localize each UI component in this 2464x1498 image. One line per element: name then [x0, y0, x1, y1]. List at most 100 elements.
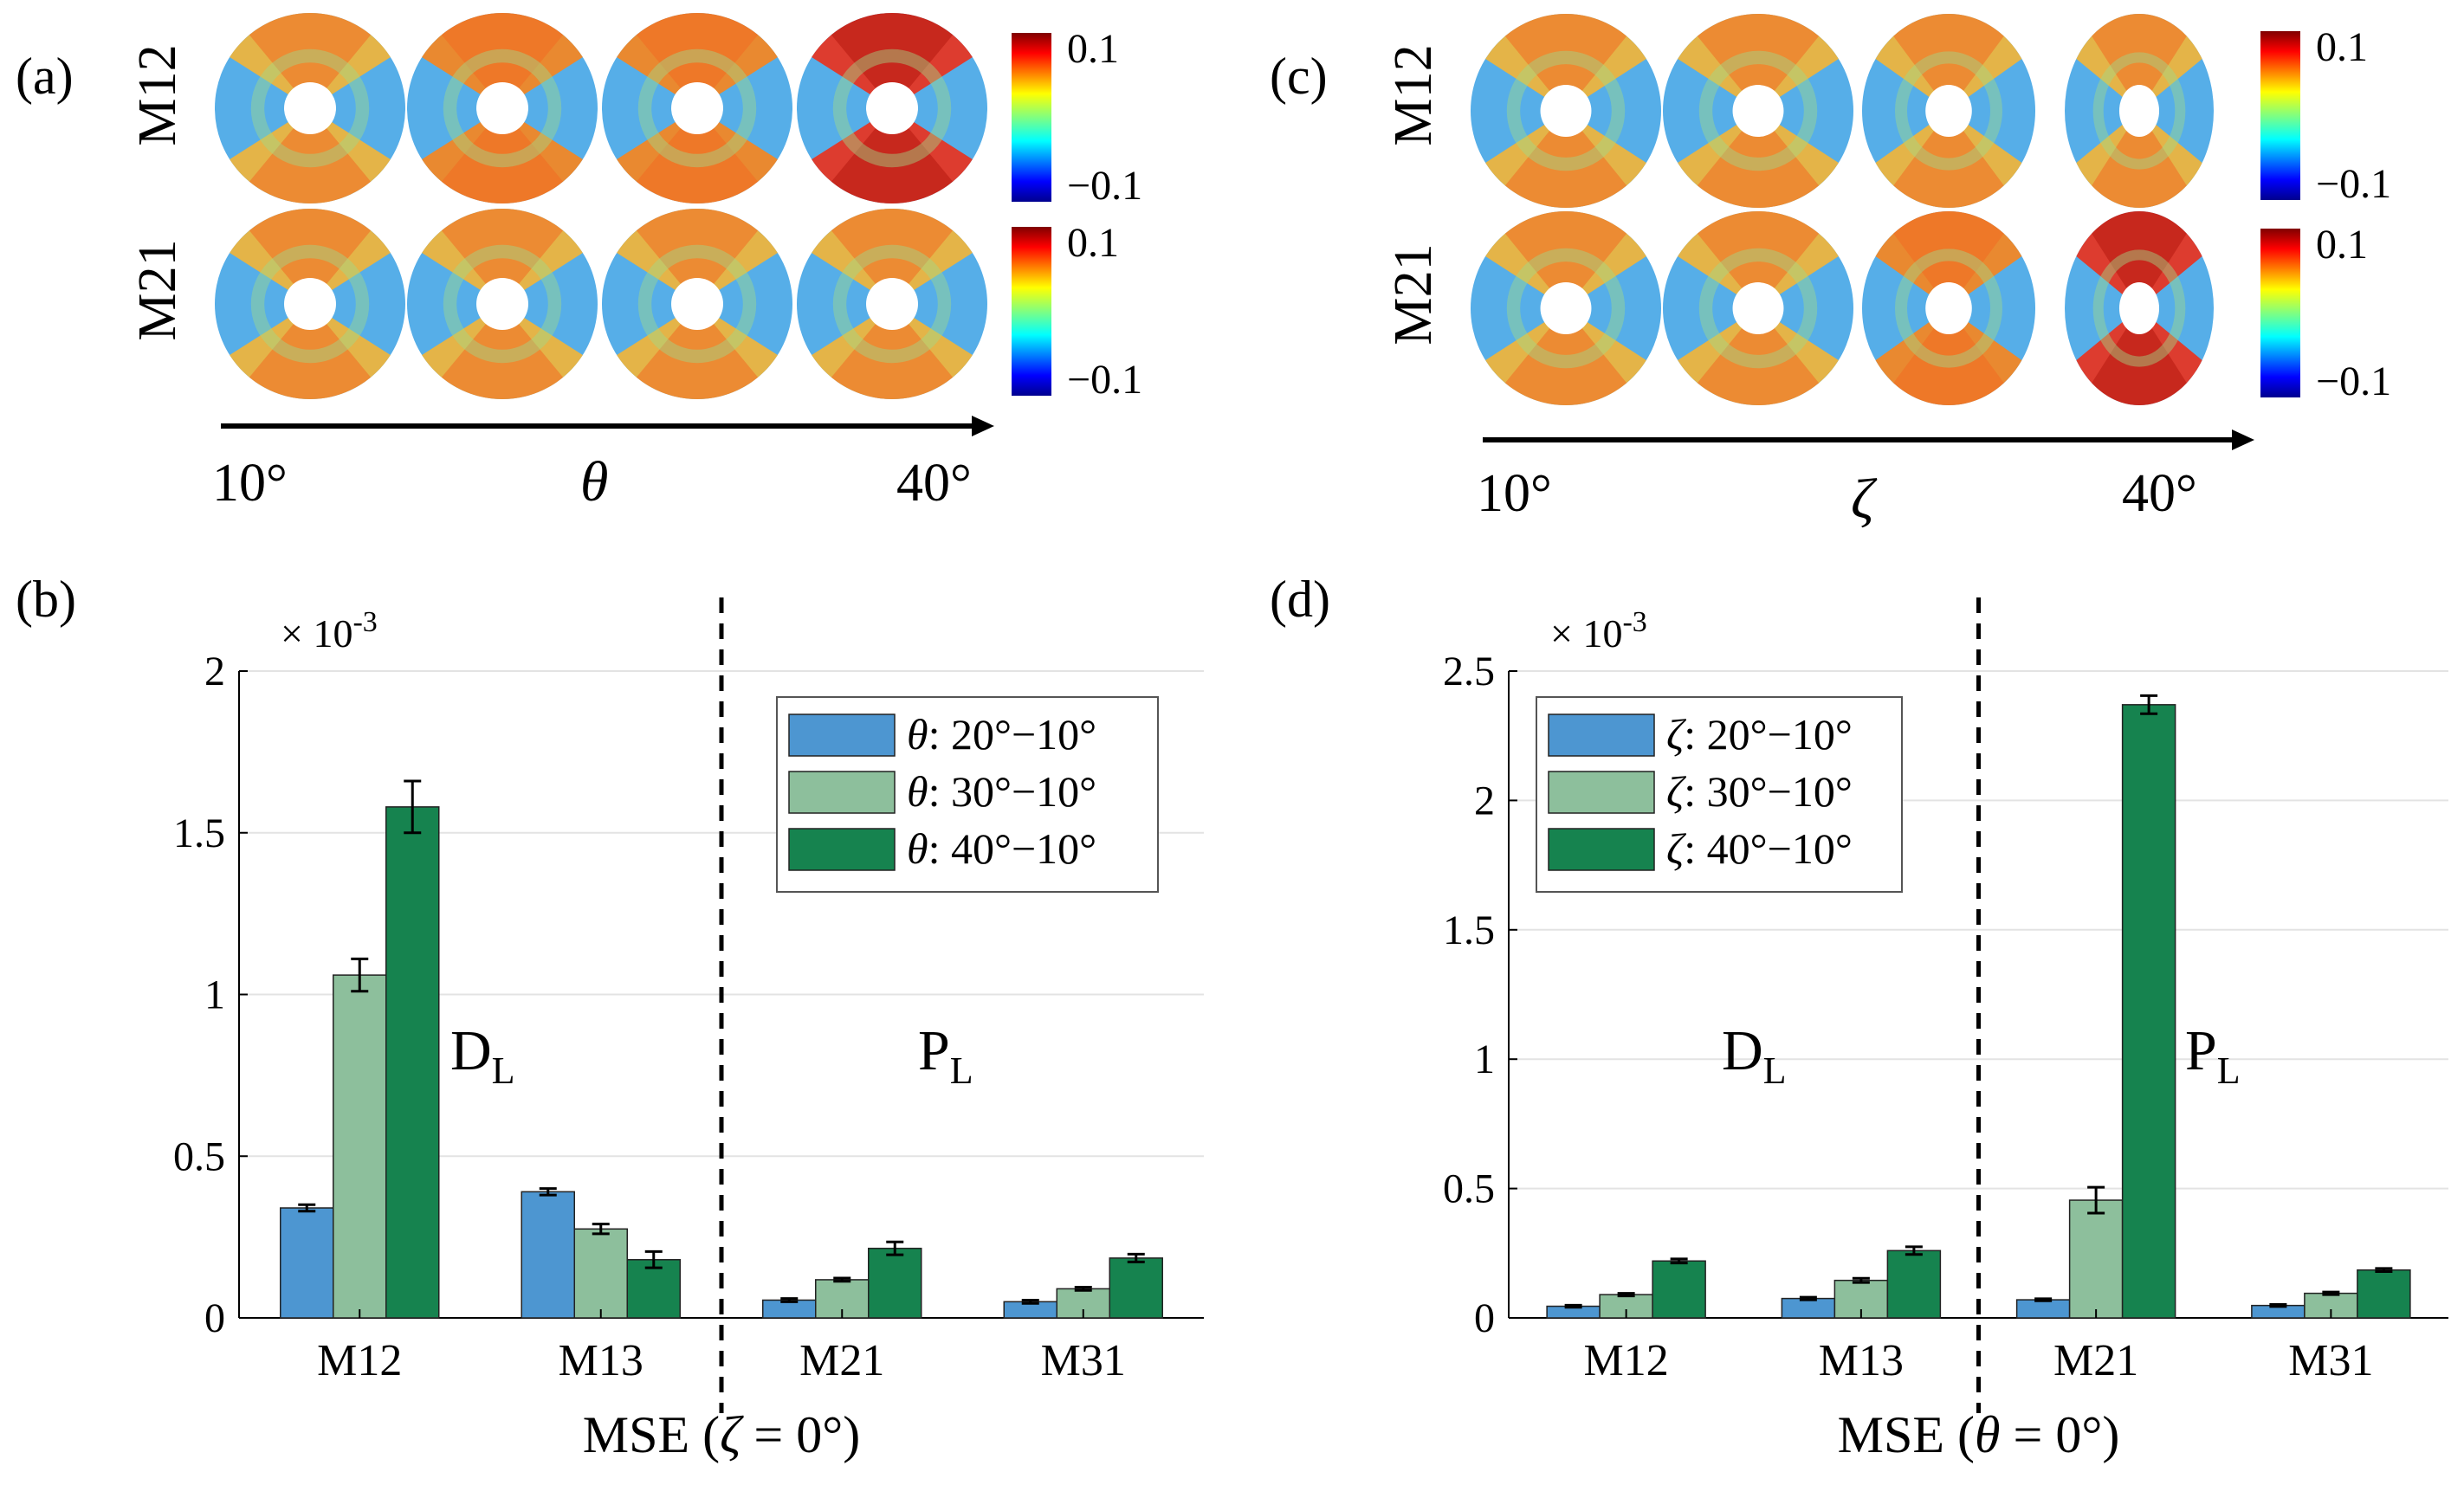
bar [626, 1259, 681, 1319]
bar [521, 1191, 575, 1319]
panel-a-axis-end: 40° [896, 454, 972, 513]
disk-c-top-lobe [2092, 111, 2187, 208]
disk-c-top-lobe [1697, 111, 1820, 209]
disk-c-top [1663, 13, 1853, 209]
disk-c-bottom [1663, 210, 1853, 406]
disk-a-top [407, 12, 598, 204]
disk-a-bottom-hole [866, 278, 918, 330]
panel-c-axis-start: 10° [1477, 464, 1552, 523]
y-tick-label: 2 [1474, 778, 1495, 823]
disk-c-bottom-lobe [2092, 308, 2187, 405]
legend-swatch [1548, 771, 1655, 814]
disk-c-top-hole [1540, 85, 1592, 137]
disk-c-bottom-lobe [1893, 308, 2004, 406]
colorbar-c-bottom [2260, 229, 2300, 397]
legend-swatch [1548, 713, 1655, 757]
disk-c-top [1862, 13, 2035, 209]
bar [1781, 1297, 1836, 1319]
disk-c-top-hole [2118, 85, 2160, 137]
panel-a: (a) M12 M21 0.1 −0.1 0.1 −0.1 10° θ 40° [16, 12, 1142, 513]
x-tick-label: M13 [1819, 1336, 1904, 1385]
disk-c-top [1471, 13, 1661, 209]
x-axis-title: MSE (θ = 0°) [1838, 1406, 2120, 1463]
disk-a-bottom-ring [832, 244, 952, 364]
disk-c-top-lobe [1893, 111, 2004, 209]
disk-c-top-lobe [1893, 13, 2004, 112]
exponent-label: × 10-3 [281, 606, 378, 655]
colorbar-c-bottom-max: 0.1 [2316, 222, 2368, 268]
disk-c-top-ring [1698, 50, 1818, 171]
disk-a-top-ring [443, 48, 562, 168]
disk-a-top-hole [671, 82, 723, 134]
panel-d-label: (d) [1270, 571, 1330, 628]
disk-a-top-ring [250, 48, 370, 168]
panel-c-row-label-top: M12 [1384, 44, 1443, 145]
bar [868, 1247, 922, 1319]
legend-entry: ζ: 30°−10° [1666, 767, 1853, 816]
y-tick-label: 2 [204, 649, 225, 694]
disk-c-top-hole [1732, 85, 1784, 137]
legend-entry: ζ: 40°−10° [1666, 824, 1853, 873]
disk-a-bottom-ring [637, 244, 757, 364]
disk-a-top-ring [637, 48, 757, 168]
disk-a-top [602, 12, 792, 204]
y-tick-label: 1 [1474, 1036, 1495, 1082]
disk-c-top-ring [2092, 52, 2186, 170]
colorbar-a-top-max: 0.1 [1067, 26, 1119, 72]
disk-c-bottom-lobe [1893, 210, 2004, 308]
disk-a-bottom-lobe [831, 208, 954, 304]
panel-c-colorbar-bottom: 0.1 −0.1 [2260, 222, 2391, 404]
legend-entry: ζ: 20°−10° [1666, 710, 1853, 759]
bar [280, 1207, 334, 1319]
panel-c-colorbar-top: 0.1 −0.1 [2260, 24, 2391, 207]
disk-a-bottom [602, 208, 792, 400]
region-label: PL [918, 1019, 973, 1092]
disk-a-top-lobe [249, 108, 372, 203]
colorbar-c-bottom-min: −0.1 [2316, 358, 2391, 404]
disk-c-bottom-hole [1925, 282, 1972, 334]
y-tick-label: 0.5 [1443, 1166, 1495, 1212]
bar [333, 974, 387, 1319]
disk-a-bottom-lobe [441, 304, 564, 400]
y-tick-label: 1.5 [1443, 907, 1495, 953]
disk-a-top-lobe [636, 13, 759, 108]
chart-b: 0 0.5 1 1.5 2 × 10-3 M12 M13 M21 M31 DL PL MSE (ζ = … [173, 597, 1204, 1463]
bar [2357, 1269, 2411, 1319]
panel-b-label: (b) [16, 571, 76, 628]
panel-a-label: (a) [16, 48, 74, 105]
disk-c-bottom-lobe [1504, 210, 1627, 308]
bar [1886, 1249, 1942, 1319]
disk-a-bottom-lobe [636, 208, 759, 304]
disk-c-top-lobe [1504, 111, 1627, 209]
legend-swatch [788, 771, 896, 814]
disk-a-bottom [797, 208, 987, 399]
legend-entry: θ: 20°−10° [907, 710, 1096, 759]
panel-a-row-label-bottom: M21 [128, 239, 187, 340]
x-tick-label: M31 [2288, 1336, 2373, 1385]
disk-a-bottom-hole [284, 278, 336, 330]
disk-a-bottom-lobe [831, 304, 954, 399]
panel-a-colorbar-top: 0.1 −0.1 [1012, 26, 1142, 209]
disk-a-bottom-lobe [441, 208, 564, 304]
disk-a-top-lobe [249, 13, 372, 109]
x-tick-label: M12 [1584, 1336, 1669, 1385]
disk-c-bottom-lobe [1697, 308, 1820, 406]
disk-a-bottom-lobe [249, 209, 372, 304]
region-label: DL [450, 1019, 515, 1092]
disk-a-top-lobe [441, 108, 564, 203]
panel-a-colorbar-bottom: 0.1 −0.1 [1012, 220, 1142, 403]
x-tick-label: M21 [799, 1336, 884, 1385]
chart-d: 0 0.5 1 1.5 2 2.5 × 10-3 M12 M13 M21 M31 DL PL MSE (θ… [1443, 597, 2448, 1463]
legend-entry: θ: 40°−10° [907, 824, 1096, 873]
disk-c-bottom [1862, 210, 2035, 406]
region-label: DL [1722, 1019, 1787, 1092]
disk-c-bottom-lobe [1697, 210, 1820, 308]
region-label: PL [2185, 1019, 2241, 1092]
disk-a-top [797, 12, 987, 204]
disk-c-bottom-ring [1895, 249, 2002, 368]
bar [1109, 1257, 1163, 1319]
disk-a-top [215, 13, 405, 203]
disk-c-bottom-ring [2092, 249, 2186, 367]
panel-a-disk-maps [215, 12, 987, 400]
